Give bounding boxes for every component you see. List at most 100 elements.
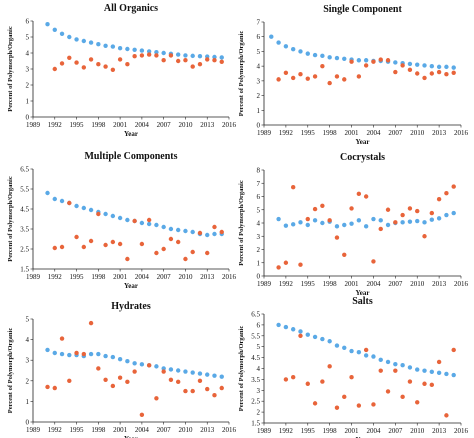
x-tick-label: 2004 [135,121,150,129]
blue-data-point [290,327,296,332]
orange-data-point [363,63,369,68]
orange-data-point [74,350,79,356]
chart-title: Single Component [323,4,402,15]
y-tick-label: 3.5 [251,376,260,384]
orange-data-point [175,239,181,245]
blue-data-point [103,353,108,359]
x-tick-label: 1998 [323,280,338,288]
x-tick-label: 2016 [454,129,469,137]
blue-data-point [429,369,435,374]
x-tick-label: 1995 [301,280,316,288]
blue-data-point [175,368,181,373]
y-tick-label: 3 [257,233,261,241]
x-tick-label: 2016 [222,273,237,281]
chart-panel-1: All Organics 1989 1992 1995 1998 2001 2004 2007… [7,3,237,138]
y-tick-label: 3 [257,77,261,85]
blue-data-point [320,53,325,59]
y-tick-label: 3 [26,357,30,365]
orange-data-point [132,54,137,59]
blue-data-point [429,63,435,69]
y-tick-label: 6 [257,193,261,201]
blue-data-point [183,53,188,58]
orange-data-point [422,75,427,81]
y-tick-label: 1 [257,259,261,267]
blue-data-point [205,232,210,238]
orange-data-point [305,381,310,386]
x-tick-label: 1989 [257,427,272,435]
blue-series [276,322,456,378]
blue-data-point [175,52,181,57]
orange-data-point [385,58,391,63]
chart-title: All Organics [104,3,158,14]
y-axis-label: Percent of Polymorph/Organic [238,180,245,266]
blue-data-point [407,61,413,67]
blue-series [45,190,224,238]
blue-data-point [371,354,376,359]
orange-data-point [96,366,101,371]
x-tick-label: 1998 [91,426,106,434]
orange-data-point [117,375,123,380]
blue-data-point [110,354,116,360]
y-tick-label: 6.5 [20,166,29,174]
blue-data-point [312,52,318,58]
blue-data-point [219,55,224,60]
y-tick-label: 1 [257,107,261,115]
x-tick-label: 2016 [222,121,237,129]
blue-data-point [422,368,427,373]
orange-data-point [385,207,391,212]
x-tick-label: 1998 [323,427,338,435]
orange-series [276,57,456,86]
orange-data-point [429,210,435,216]
x-axis-label: Year [356,436,370,438]
orange-data-point [371,59,376,64]
orange-data-point [81,351,87,357]
y-tick-label: 4.5 [20,206,29,214]
orange-data-point [96,61,101,67]
orange-data-point [168,377,174,382]
blue-data-point [444,212,449,218]
x-tick-label: 1995 [301,129,316,137]
blue-data-point [393,60,398,65]
orange-data-point [290,185,296,190]
blue-data-point [132,361,137,366]
orange-data-point [197,378,203,383]
orange-data-point [422,234,427,239]
blue-data-point [371,216,376,222]
blue-data-point [363,353,369,358]
x-tick-label: 2007 [157,426,172,434]
blue-data-point [88,40,94,45]
blue-data-point [334,343,340,348]
orange-data-point [125,61,130,67]
blue-data-point [312,334,318,340]
blue-data-point [378,357,383,362]
x-tick-label: 2016 [454,280,469,288]
orange-series [52,52,224,73]
orange-data-point [415,400,420,405]
blue-data-point [103,211,108,217]
y-tick-label: 4 [26,50,30,58]
orange-data-point [451,70,456,75]
orange-data-point [183,388,188,394]
blue-series [45,22,224,60]
orange-data-point [276,265,281,270]
blue-data-point [334,224,340,229]
orange-data-point [125,256,130,262]
x-tick-label: 2004 [366,427,381,435]
y-axis-label: Percent of Polymorph/Organic [7,328,14,414]
x-tick-label: 1992 [48,121,63,129]
orange-data-point [334,405,340,410]
y-tick-label: 1.5 [20,266,29,274]
chart-title: Hydrates [111,301,151,312]
chart-panel-3: Multiple Components 1989 1992 1995 1998 2001 2… [7,151,237,290]
y-tick-label: 4 [257,365,261,373]
orange-data-point [103,377,108,382]
orange-data-point [110,239,116,245]
orange-data-point [132,369,137,374]
orange-data-point [103,64,108,69]
orange-data-point [444,413,449,418]
chart-title: Salts [352,296,373,307]
orange-data-point [327,218,332,223]
y-tick-label: 2.5 [251,398,260,406]
blue-data-point [312,218,318,223]
